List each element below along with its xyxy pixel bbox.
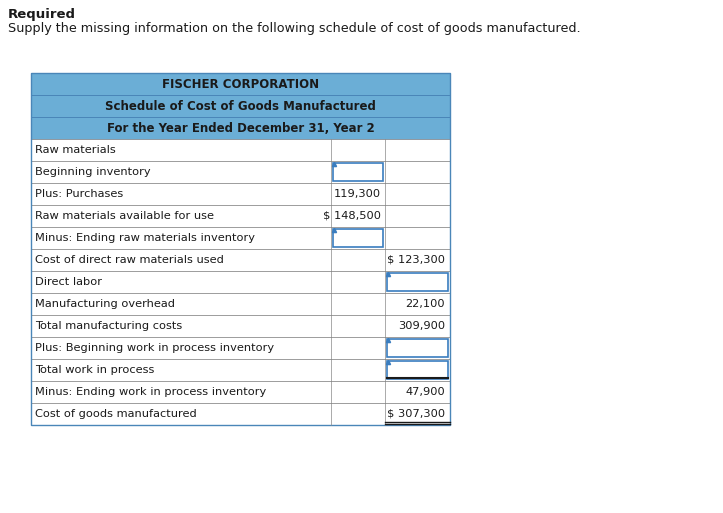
Text: Total work in process: Total work in process [35, 365, 155, 375]
Bar [31, 271, 450, 293]
Text: Required: Required [8, 8, 76, 21]
Bar [333, 229, 383, 247]
Text: For the Year Ended December 31, Year 2: For the Year Ended December 31, Year 2 [107, 122, 375, 134]
Text: Raw materials: Raw materials [35, 145, 116, 155]
Text: 47,900: 47,900 [406, 387, 445, 397]
Bar [31, 293, 450, 315]
Text: Total manufacturing costs: Total manufacturing costs [35, 321, 182, 331]
Bar [31, 205, 450, 227]
Text: Minus: Ending raw materials inventory: Minus: Ending raw materials inventory [35, 233, 255, 243]
Bar [31, 381, 450, 403]
Text: Plus: Beginning work in process inventory: Plus: Beginning work in process inventor… [35, 343, 274, 353]
Bar [31, 337, 450, 359]
Text: $ 307,300: $ 307,300 [388, 409, 445, 419]
Text: Schedule of Cost of Goods Manufactured: Schedule of Cost of Goods Manufactured [106, 100, 376, 112]
Bar [31, 249, 450, 271]
Text: Minus: Ending work in process inventory: Minus: Ending work in process inventory [35, 387, 266, 397]
Text: Cost of direct raw materials used: Cost of direct raw materials used [35, 255, 224, 265]
Bar [31, 183, 450, 205]
Bar [31, 161, 450, 183]
Bar [31, 359, 450, 381]
Bar [31, 95, 450, 117]
Bar [31, 227, 450, 249]
Text: 309,900: 309,900 [398, 321, 445, 331]
Text: Plus: Purchases: Plus: Purchases [35, 189, 124, 199]
Bar [387, 273, 448, 291]
Text: $ 123,300: $ 123,300 [388, 255, 445, 265]
Text: Manufacturing overhead: Manufacturing overhead [35, 299, 175, 309]
Bar [31, 73, 450, 425]
Text: Cost of goods manufactured: Cost of goods manufactured [35, 409, 197, 419]
Bar [31, 73, 450, 95]
Text: 22,100: 22,100 [406, 299, 445, 309]
Bar [387, 339, 448, 357]
Bar [31, 117, 450, 139]
Bar [31, 403, 450, 425]
Text: Raw materials available for use: Raw materials available for use [35, 211, 214, 221]
Bar [31, 139, 450, 161]
Text: $ 148,500: $ 148,500 [323, 211, 381, 221]
Text: 119,300: 119,300 [334, 189, 381, 199]
Bar [31, 315, 450, 337]
Bar [333, 163, 383, 181]
Text: Beginning inventory: Beginning inventory [35, 167, 150, 177]
Text: FISCHER CORPORATION: FISCHER CORPORATION [162, 77, 320, 90]
Bar [387, 361, 448, 379]
Text: Supply the missing information on the following schedule of cost of goods manufa: Supply the missing information on the fo… [8, 22, 581, 35]
Text: Direct labor: Direct labor [35, 277, 102, 287]
